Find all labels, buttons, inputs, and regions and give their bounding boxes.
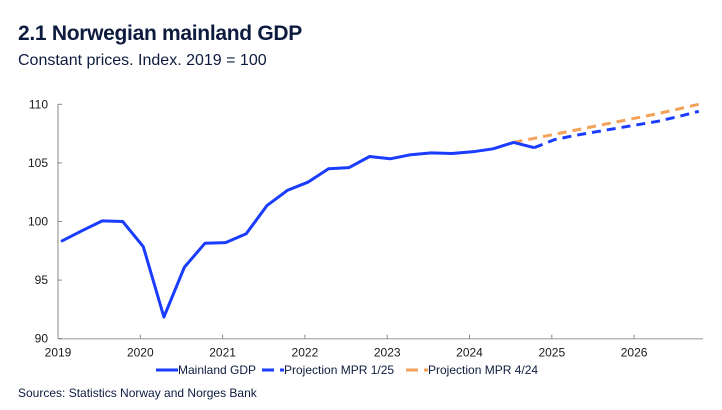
y-tick-label: 90 (35, 332, 49, 346)
legend-item: Projection MPR 4/24 (406, 363, 538, 377)
legend-item: Mainland GDP (156, 363, 256, 377)
source-note: Sources: Statistics Norway and Norges Ba… (18, 386, 257, 400)
series-layer (60, 102, 700, 319)
x-tick-label: 2024 (456, 346, 483, 360)
chart-title: 2.1 Norwegian mainland GDP (18, 22, 302, 45)
axes: 90 95 100 105 110 2019 2020 2021 2022 2023 2024 202… (28, 97, 703, 360)
x-tick-label: 2019 (45, 346, 72, 360)
series-line-projection-mpr-4-24 (513, 102, 700, 144)
y-tick-label: 110 (29, 97, 48, 111)
legend: Mainland GDP Projection MPR 1/25 Projectio… (156, 363, 538, 377)
chart-subtitle: Constant prices. Index. 2019 = 100 (18, 52, 267, 69)
y-tick-label: 95 (35, 273, 49, 287)
y-tick-label: 100 (28, 215, 48, 229)
x-tick-label: 2023 (374, 346, 401, 360)
x-tick-label: 2026 (621, 346, 648, 360)
legend-item: Projection MPR 1/25 (262, 363, 394, 377)
legend-label: Mainland GDP (178, 363, 256, 377)
legend-label: Projection MPR 1/25 (284, 363, 394, 377)
y-tick-label: 105 (28, 156, 48, 170)
x-tick-label: 2020 (127, 346, 154, 360)
series-line-mainland-gdp (60, 140, 535, 319)
series-line-projection-mpr-1-25 (533, 109, 700, 150)
x-tick-label: 2021 (209, 346, 236, 360)
x-tick-label: 2025 (538, 346, 565, 360)
legend-label: Projection MPR 4/24 (428, 363, 538, 377)
x-tick-label: 2022 (292, 346, 319, 360)
